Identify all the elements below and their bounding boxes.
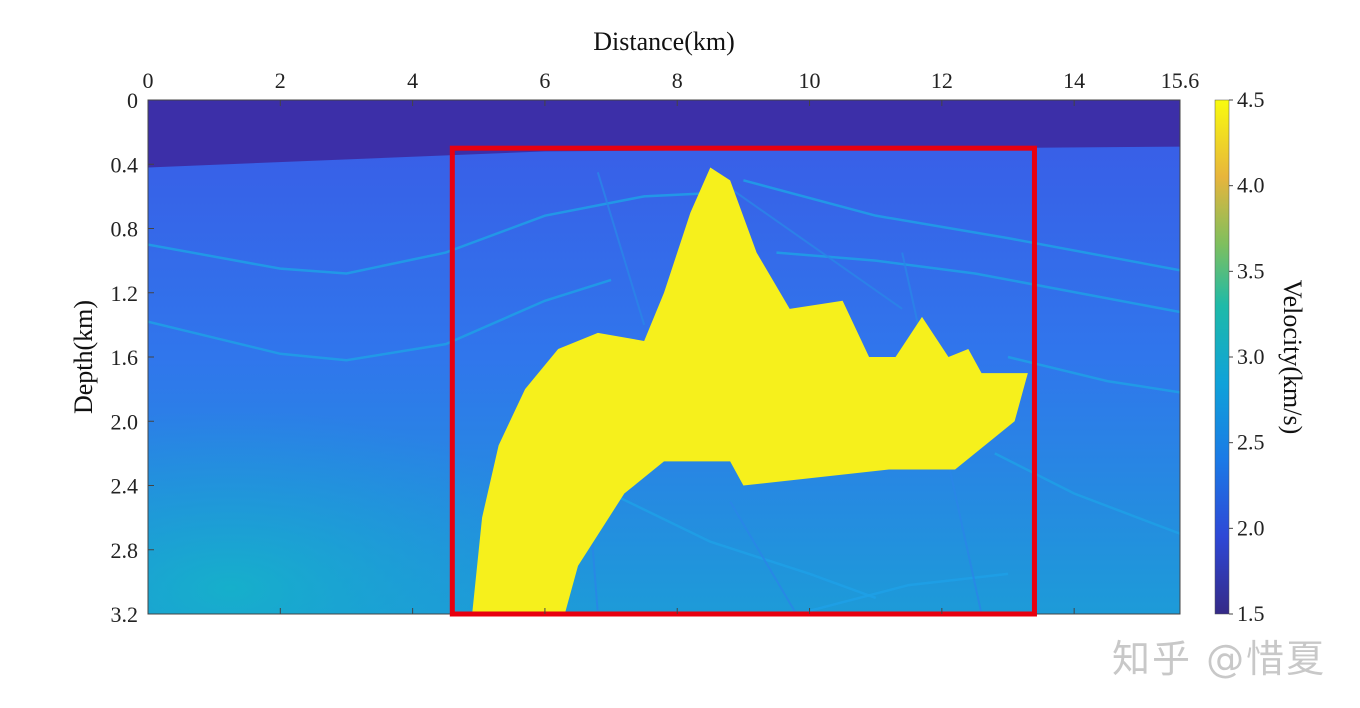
x-tick-label: 4 <box>407 68 418 93</box>
y-tick-label: 2.4 <box>111 474 139 499</box>
x-tick-label: 10 <box>799 68 821 93</box>
layer-line <box>994 452 1180 535</box>
y-tick-label: 2.8 <box>111 538 139 563</box>
colorbar-tick-label: 3.5 <box>1237 258 1265 283</box>
x-axis-title: Distance(km) <box>593 27 735 56</box>
layer-line <box>743 179 1180 272</box>
colorbar-title: Velocity(km/s) <box>1278 280 1307 435</box>
fault-line <box>729 187 903 310</box>
x-tick-label: 2 <box>275 68 286 93</box>
layer-line <box>610 492 877 600</box>
colorbar-tick-label: 4.0 <box>1237 173 1265 198</box>
y-tick-label: 0.4 <box>111 152 139 177</box>
x-tick-label: 15.6 <box>1161 68 1200 93</box>
y-axis-ticks: 0 0.4 0.8 1.2 1.6 2.0 2.4 2.8 3.2 <box>111 88 154 627</box>
colorbar-tick-label: 4.5 <box>1237 87 1265 112</box>
colorbar-tick-label: 2.0 <box>1237 515 1265 540</box>
y-tick-label: 0.8 <box>111 217 139 242</box>
water-layer <box>148 100 1180 168</box>
layer-line <box>809 572 1009 612</box>
y-tick-label: 2.0 <box>111 409 139 434</box>
x-tick-label: 0 <box>143 68 154 93</box>
y-tick-label: 1.2 <box>111 281 139 306</box>
x-tick-label: 12 <box>931 68 953 93</box>
colorbar-tick-label: 2.5 <box>1237 430 1265 455</box>
layer-line <box>1007 355 1180 394</box>
watermark: 知乎 @惜夏 <box>1112 637 1327 681</box>
fault-line <box>729 501 798 614</box>
x-tick-label: 8 <box>672 68 683 93</box>
y-tick-label: 3.2 <box>111 602 139 627</box>
fault-line <box>596 171 646 326</box>
colorbar-ticks: 1.5 2.0 2.5 3.0 3.5 4.0 4.5 <box>1229 87 1265 626</box>
x-axis-ticks: 0 2 4 6 8 10 12 14 15.6 <box>143 68 1200 614</box>
colorbar <box>1214 99 1230 615</box>
x-tick-label: 14 <box>1063 68 1085 93</box>
colorbar-tick-label: 1.5 <box>1237 601 1265 626</box>
x-tick-label: 6 <box>539 68 550 93</box>
layer-line <box>148 191 711 275</box>
salt-body <box>472 167 1028 614</box>
y-axis-title: Depth(km) <box>69 300 98 414</box>
y-tick-label: 0 <box>127 88 138 113</box>
highlight-box <box>449 145 1037 617</box>
colorbar-tick-label: 3.0 <box>1237 344 1265 369</box>
y-tick-label: 1.6 <box>111 345 139 370</box>
layer-line <box>148 278 612 362</box>
heatmap-area <box>148 100 1180 614</box>
